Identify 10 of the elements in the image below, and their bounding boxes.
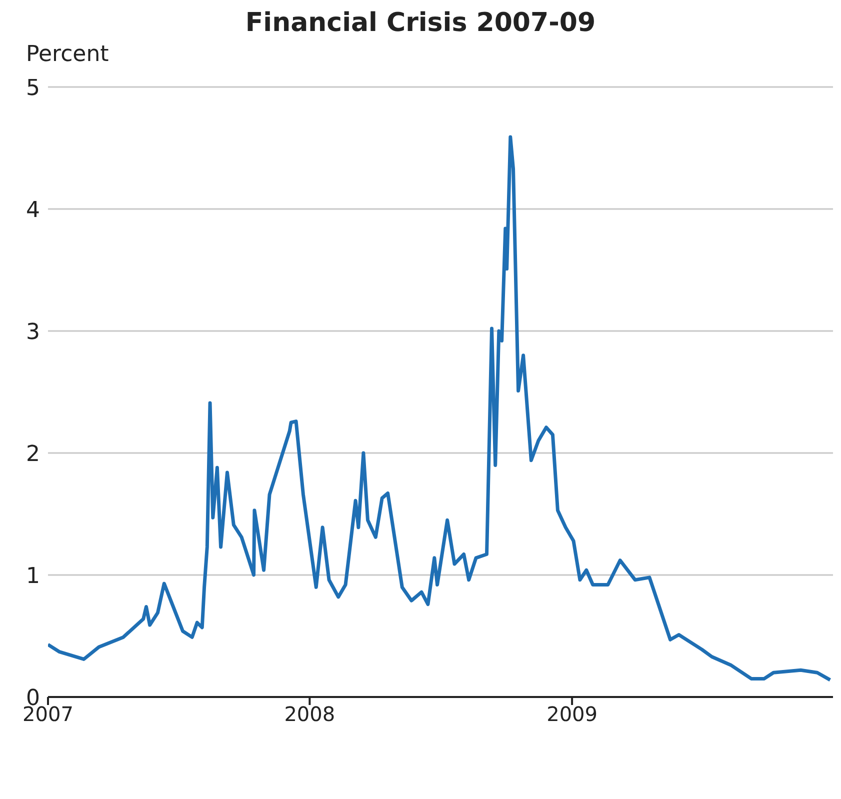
chart-title: Financial Crisis 2007-09 <box>244 8 597 38</box>
y-tick-label: 3 <box>26 320 40 345</box>
line-series <box>48 135 832 682</box>
y-tick-label: 1 <box>26 564 40 589</box>
x-tick-label: 2008 <box>284 702 336 726</box>
y-tick-label: 2 <box>26 442 40 467</box>
y-tick-label: 5 <box>26 76 40 101</box>
y-axis-title: Percent <box>26 42 110 67</box>
x-tick-label: 2009 <box>546 702 598 726</box>
y-tick-label: 4 <box>26 198 40 223</box>
